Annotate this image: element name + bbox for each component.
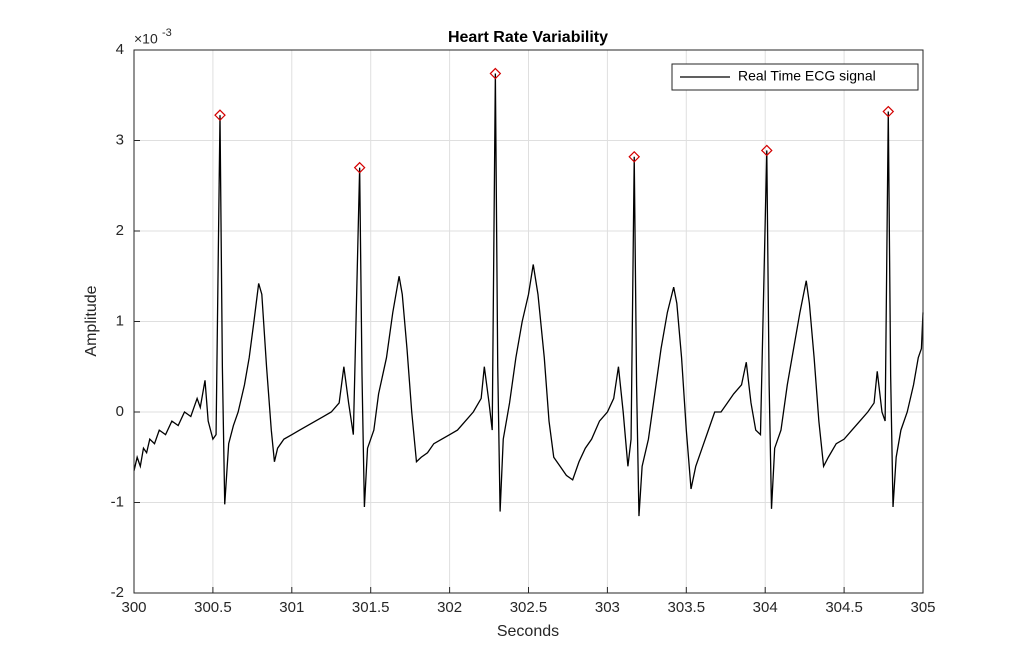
peak-marker [760, 144, 773, 157]
axes-box [133, 49, 924, 594]
y-scale-power: -3 [162, 27, 172, 39]
peak-marker [489, 67, 502, 80]
x-tick-label: 303 [595, 599, 620, 616]
x-tick-label: 300 [121, 599, 146, 616]
x-tick-label: 305 [910, 599, 935, 616]
y-tick-label: 4 [116, 41, 124, 58]
legend-label: Real Time ECG signal [738, 68, 876, 84]
x-tick-label: 304.5 [825, 599, 863, 616]
x-tick-label: 302 [437, 599, 462, 616]
ecg-line [133, 73, 924, 517]
chart-title: Heart Rate Variability [448, 29, 608, 46]
y-tick-label: 3 [116, 131, 124, 148]
x-tick-label: 301 [279, 599, 304, 616]
x-tick-label: 301.5 [352, 599, 390, 616]
y-scale-base: ×10 [134, 31, 158, 47]
y-tick-label: 2 [116, 222, 124, 239]
y-tick-label: -1 [111, 493, 124, 510]
peak-marker [628, 150, 641, 163]
x-tick-label: 304 [753, 599, 778, 616]
x-tick-label: 300.5 [194, 599, 232, 616]
y-tick-label: -2 [111, 584, 124, 601]
y-tick-label: 0 [116, 403, 124, 420]
y-axis-label: Amplitude [83, 285, 100, 356]
x-tick-label: 302.5 [510, 599, 548, 616]
x-axis-label: Seconds [497, 623, 559, 640]
peak-marker [214, 109, 226, 122]
x-tick-label: 303.5 [668, 599, 706, 616]
peak-marker [353, 161, 366, 174]
peak-marker [882, 105, 895, 118]
y-tick-label: 1 [116, 312, 124, 329]
